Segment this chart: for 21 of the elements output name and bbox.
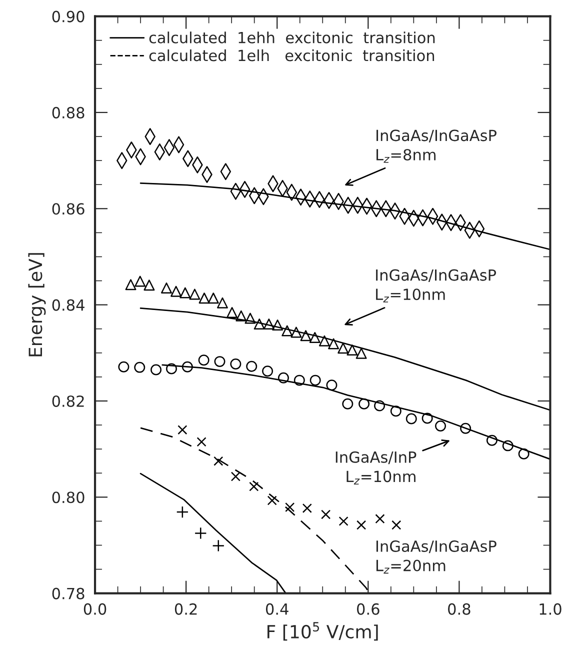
x-tick-label: 0.4 [266, 603, 288, 615]
y-tick-label: 0.82 [52, 395, 84, 407]
y-tick-label: 0.86 [52, 203, 84, 215]
y-tick-label: 0.84 [52, 299, 84, 311]
legend-label: calculated 1ehh excitonic transition [149, 32, 435, 44]
y-axis-title: Energy [eV] [28, 253, 46, 356]
y-tick-label: 0.90 [52, 10, 84, 22]
x-axis-title: F [10$^{5}$ V/cm] [268, 622, 378, 641]
annotation: InGaAs/InP L$_{z}$=10nm [336, 451, 416, 485]
y-tick-label: 0.80 [52, 492, 84, 504]
x-tick-label: 0.6 [357, 603, 380, 615]
annotation: InGaAs/InGaAsP L$_{z}$=8nm [376, 130, 496, 163]
legend-label: calculated 1elh excitonic transition [149, 49, 434, 62]
x-tick-label: 0.0 [84, 603, 106, 615]
annotation: InGaAs/InGaAsP L$_{z}$=20nm [376, 540, 496, 574]
x-tick-label: 0.2 [174, 603, 197, 615]
x-tick-label: 1.0 [540, 603, 562, 615]
y-tick-label: 0.88 [52, 106, 84, 118]
annotation: InGaAs/InGaAsP L$_{z}$=10nm [376, 269, 496, 302]
y-tick-label: 0.78 [52, 588, 84, 600]
x-tick-label: 0.8 [448, 603, 470, 615]
